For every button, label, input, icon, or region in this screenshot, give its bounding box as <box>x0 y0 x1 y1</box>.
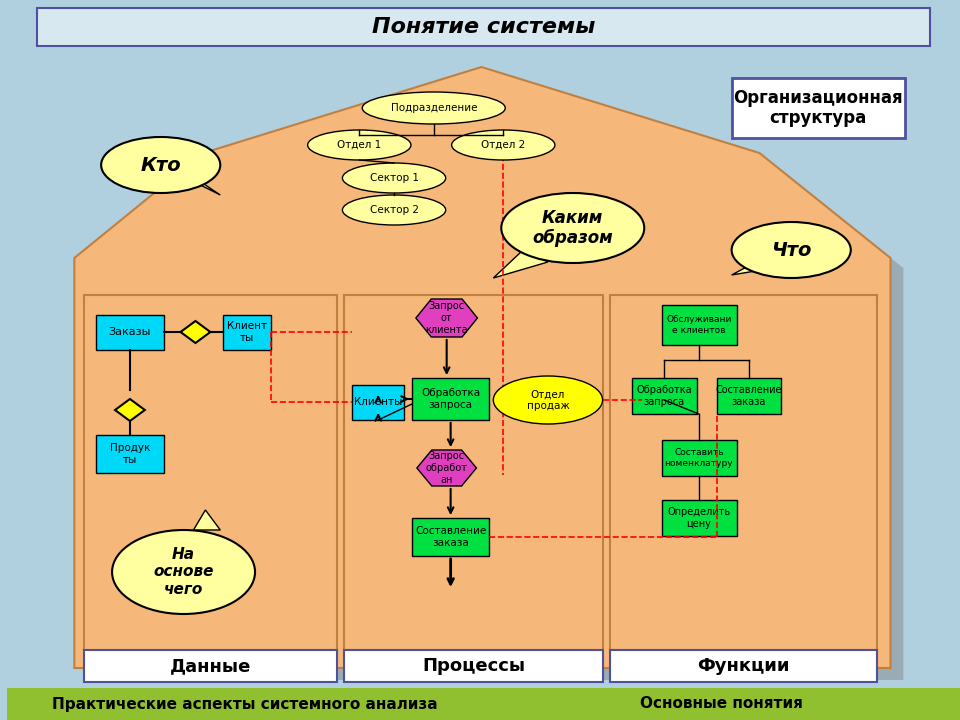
FancyBboxPatch shape <box>662 500 736 536</box>
Text: Отдел
продаж: Отдел продаж <box>526 390 569 411</box>
Polygon shape <box>493 250 548 278</box>
Text: Процессы: Процессы <box>421 657 525 675</box>
FancyBboxPatch shape <box>96 315 164 350</box>
Ellipse shape <box>451 130 555 160</box>
Text: Обслуживани
е клиентов: Обслуживани е клиентов <box>666 315 732 335</box>
Text: Сектор 2: Сектор 2 <box>370 205 419 215</box>
Text: Клиенты: Клиенты <box>354 397 402 407</box>
Text: Что: Что <box>771 240 811 259</box>
Ellipse shape <box>343 195 445 225</box>
Text: Понятие системы: Понятие системы <box>372 17 595 37</box>
Text: Организационная
структура: Организационная структура <box>733 89 902 127</box>
Text: Обработка
запроса: Обработка запроса <box>636 385 692 407</box>
Text: Запрос
от
клиента: Запрос от клиента <box>425 302 468 335</box>
Text: Составление
заказа: Составление заказа <box>715 385 781 407</box>
Polygon shape <box>417 450 476 486</box>
Polygon shape <box>115 399 145 421</box>
FancyBboxPatch shape <box>84 295 338 650</box>
Polygon shape <box>190 175 220 195</box>
Text: Подразделение: Подразделение <box>391 103 477 113</box>
Text: Запрос
обработ
ан: Запрос обработ ан <box>425 451 468 485</box>
Text: Заказы: Заказы <box>108 327 151 337</box>
Polygon shape <box>180 321 210 343</box>
FancyBboxPatch shape <box>717 378 781 414</box>
Polygon shape <box>86 76 903 680</box>
FancyBboxPatch shape <box>611 295 876 650</box>
Ellipse shape <box>307 130 411 160</box>
Text: Обработка
запроса: Обработка запроса <box>421 388 480 410</box>
FancyBboxPatch shape <box>345 650 603 682</box>
Text: Основные понятия: Основные понятия <box>640 696 804 711</box>
FancyBboxPatch shape <box>96 435 164 473</box>
FancyBboxPatch shape <box>611 650 876 682</box>
Polygon shape <box>732 260 761 275</box>
FancyBboxPatch shape <box>732 78 905 138</box>
FancyBboxPatch shape <box>7 688 960 720</box>
Polygon shape <box>74 67 891 668</box>
Ellipse shape <box>362 92 505 124</box>
Polygon shape <box>194 510 220 530</box>
Text: Сектор 1: Сектор 1 <box>370 173 419 183</box>
Text: Отдел 2: Отдел 2 <box>481 140 525 150</box>
Ellipse shape <box>112 530 255 614</box>
FancyBboxPatch shape <box>36 8 930 46</box>
Ellipse shape <box>732 222 851 278</box>
Text: Функции: Функции <box>697 657 790 675</box>
Text: Кто: Кто <box>140 156 181 174</box>
FancyBboxPatch shape <box>224 315 271 350</box>
Text: Практические аспекты системного анализа: Практические аспекты системного анализа <box>52 696 438 711</box>
Text: Отдел 1: Отдел 1 <box>337 140 381 150</box>
FancyBboxPatch shape <box>662 440 736 476</box>
Polygon shape <box>416 299 477 337</box>
FancyBboxPatch shape <box>84 650 338 682</box>
Text: Продук
ты: Продук ты <box>109 444 150 465</box>
Ellipse shape <box>101 137 220 193</box>
Ellipse shape <box>343 163 445 193</box>
Text: На
основе
чего: На основе чего <box>154 547 214 597</box>
FancyBboxPatch shape <box>412 518 490 556</box>
Text: Каким
образом: Каким образом <box>533 209 613 248</box>
FancyBboxPatch shape <box>345 295 603 650</box>
FancyBboxPatch shape <box>633 378 697 414</box>
Text: Составление
заказа: Составление заказа <box>415 526 487 548</box>
Text: Составить
номенклатуру: Составить номенклатуру <box>664 449 733 468</box>
FancyBboxPatch shape <box>352 385 404 420</box>
Text: Данные: Данные <box>170 657 252 675</box>
FancyBboxPatch shape <box>662 305 736 345</box>
Text: Клиент
ты: Клиент ты <box>228 321 267 343</box>
Ellipse shape <box>493 376 603 424</box>
FancyBboxPatch shape <box>412 378 490 420</box>
Text: Определить
цену: Определить цену <box>667 507 731 528</box>
Ellipse shape <box>501 193 644 263</box>
